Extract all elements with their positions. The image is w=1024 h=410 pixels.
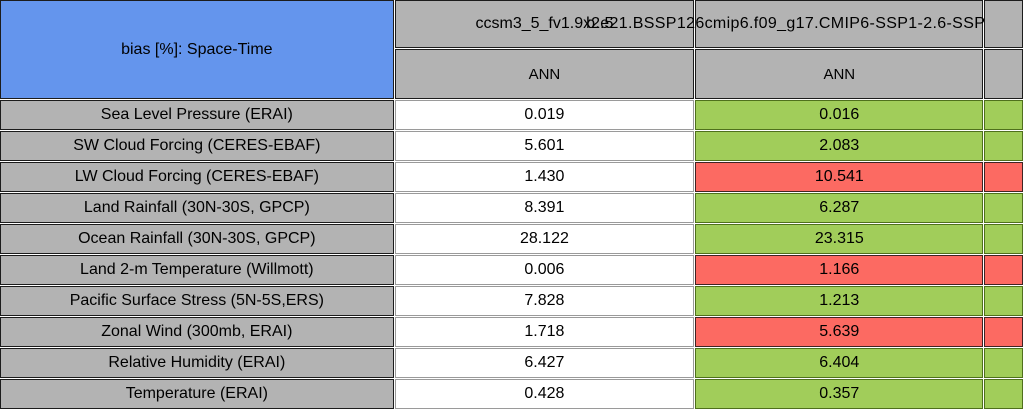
table-row: Temperature (ERAI) 0.428 0.357 (0, 379, 1023, 409)
row-overflow-cell (984, 286, 1023, 316)
value-cell-colored: 0.016 (695, 100, 984, 130)
row-overflow-cell (984, 255, 1023, 285)
table-title-cell: bias [%]: Space-Time (0, 0, 394, 99)
row-label: Temperature (ERAI) (0, 379, 394, 409)
season-header-1: ANN (394, 49, 695, 99)
row-overflow-cell (984, 348, 1023, 378)
value-cell-colored: 10.541 (695, 162, 984, 192)
value-cell: 0.428 (394, 379, 695, 409)
table-title: bias [%]: Space-Time (121, 40, 273, 58)
value-cell-colored: 1.166 (695, 255, 984, 285)
value-cell-colored: 1.213 (695, 286, 984, 316)
row-overflow-cell (984, 100, 1023, 130)
value-cell-colored: 2.083 (695, 131, 984, 161)
value-cell-colored: 6.404 (695, 348, 984, 378)
model-header-overflow-cell (984, 0, 1023, 48)
value-cell-colored: 0.357 (695, 379, 984, 409)
season-header-overflow-cell (984, 49, 1023, 99)
row-overflow-cell (984, 379, 1023, 409)
row-overflow-cell (984, 317, 1023, 347)
table-row: Zonal Wind (300mb, ERAI) 1.718 5.639 (0, 317, 1023, 347)
row-label: Land Rainfall (30N-30S, GPCP) (0, 193, 394, 223)
table-row: Land 2-m Temperature (Willmott) 0.006 1.… (0, 255, 1023, 285)
table-row: Land Rainfall (30N-30S, GPCP) 8.391 6.28… (0, 193, 1023, 223)
season-header-2: ANN (695, 49, 984, 99)
value-cell: 1.430 (394, 162, 695, 192)
row-label: Land 2-m Temperature (Willmott) (0, 255, 394, 285)
model-header-1: ccsm3_5_fv1.9x2.5 (394, 0, 695, 48)
table-row: Ocean Rainfall (30N-30S, GPCP) 28.122 23… (0, 224, 1023, 254)
table-row: SW Cloud Forcing (CERES-EBAF) 5.601 2.08… (0, 131, 1023, 161)
table-row: Sea Level Pressure (ERAI) 0.019 0.016 (0, 100, 1023, 130)
table-row: LW Cloud Forcing (CERES-EBAF) 1.430 10.5… (0, 162, 1023, 192)
row-label: Zonal Wind (300mb, ERAI) (0, 317, 394, 347)
value-cell: 7.828 (394, 286, 695, 316)
table-row: Pacific Surface Stress (5N-5S,ERS) 7.828… (0, 286, 1023, 316)
model-name-2: b.e21.BSSP126cmip6.f09_g17.CMIP6-SSP1-2.… (586, 15, 986, 32)
value-cell-colored: 5.639 (695, 317, 984, 347)
season-header-row: ANN ANN (0, 49, 1023, 99)
row-label: LW Cloud Forcing (CERES-EBAF) (0, 162, 394, 192)
value-cell: 0.006 (394, 255, 695, 285)
value-cell: 1.718 (394, 317, 695, 347)
value-cell-colored: 6.287 (695, 193, 984, 223)
row-overflow-cell (984, 224, 1023, 254)
value-cell: 6.427 (394, 348, 695, 378)
row-label: Ocean Rainfall (30N-30S, GPCP) (0, 224, 394, 254)
value-cell: 5.601 (394, 131, 695, 161)
row-label: Sea Level Pressure (ERAI) (0, 100, 394, 130)
value-cell-colored: 23.315 (695, 224, 984, 254)
row-label: Pacific Surface Stress (5N-5S,ERS) (0, 286, 394, 316)
row-overflow-cell (984, 193, 1023, 223)
model-header-row: bias [%]: Space-Time ccsm3_5_fv1.9x2.5 b… (0, 0, 1023, 99)
value-cell: 28.122 (394, 224, 695, 254)
row-overflow-cell (984, 162, 1023, 192)
row-overflow-cell (984, 131, 1023, 161)
model-name-1: ccsm3_5_fv1.9x2.5 (475, 15, 614, 32)
table-row: Relative Humidity (ERAI) 6.427 6.404 (0, 348, 1023, 378)
row-label: Relative Humidity (ERAI) (0, 348, 394, 378)
model-header-2: b.e21.BSSP126cmip6.f09_g17.CMIP6-SSP1-2.… (586, 0, 985, 48)
value-cell: 0.019 (394, 100, 695, 130)
row-label: SW Cloud Forcing (CERES-EBAF) (0, 131, 394, 161)
value-cell: 8.391 (394, 193, 695, 223)
